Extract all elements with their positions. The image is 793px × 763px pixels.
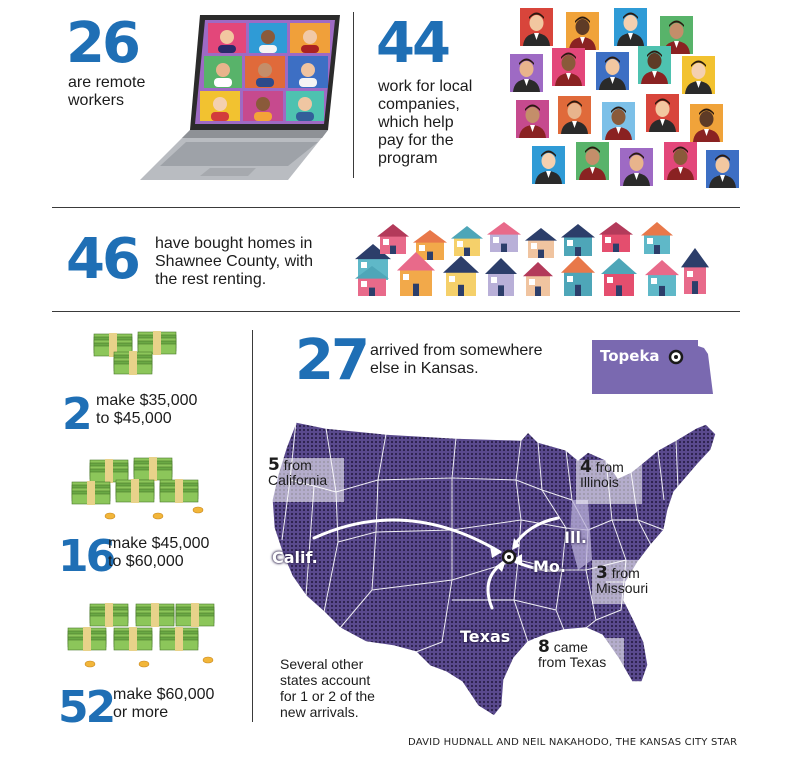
house-icon <box>599 222 633 252</box>
house-icon <box>485 258 517 296</box>
illinois-state <box>570 500 592 570</box>
portrait-tile <box>602 102 635 140</box>
person-icon <box>523 12 550 46</box>
local-companies-number: 44 <box>376 11 451 76</box>
mo-state-label: Mo. <box>533 557 566 576</box>
portrait-tile <box>576 142 609 180</box>
income-tier-2-number: 16 <box>58 531 116 582</box>
california-callout: 5 from California <box>268 455 328 488</box>
kansas-text: arrived from somewhere else in Kansas. <box>370 342 543 377</box>
person-icon <box>579 146 606 180</box>
illinois-callout: 4 from Illinois <box>580 457 624 490</box>
ill-state-label: Ill. <box>564 528 587 547</box>
calif-state-label: Calif. <box>272 548 318 567</box>
person-icon <box>569 16 596 50</box>
portrait-tile <box>664 142 697 180</box>
income-tier-3-text: make $60,000 or more <box>113 686 215 721</box>
income-tier-2-text: make $45,000 to $60,000 <box>108 535 210 570</box>
top-divider <box>353 12 354 178</box>
person-icon <box>605 106 632 140</box>
remote-workers-number: 26 <box>66 11 141 76</box>
person-icon <box>513 58 540 92</box>
house-icon <box>523 262 553 296</box>
topeka-label: Topeka <box>600 347 660 365</box>
income-tier-1-text: make $35,000 to $45,000 <box>96 392 198 427</box>
income-tier-3-number: 52 <box>58 682 116 733</box>
person-icon <box>649 98 676 132</box>
portrait-tile <box>558 96 591 134</box>
local-companies-text: work for local companies, which help pay… <box>378 78 473 167</box>
person-icon <box>599 56 626 90</box>
houses-illustration <box>355 222 709 296</box>
other-states-note: Several other states account for 1 or 2 … <box>280 656 375 720</box>
portrait-tile <box>614 8 647 46</box>
person-icon <box>617 12 644 46</box>
kansas-state-badge <box>592 340 713 394</box>
portrait-tile <box>706 150 739 188</box>
house-icon <box>451 226 483 256</box>
portrait-tile <box>646 94 679 132</box>
missouri-callout: 3 from Missouri <box>596 563 649 596</box>
person-icon <box>561 100 588 134</box>
person-icon <box>555 52 582 86</box>
house-icon <box>355 266 389 296</box>
horizontal-rule-2 <box>52 311 740 312</box>
money-stack-small <box>93 331 177 375</box>
homes-number: 46 <box>66 227 141 292</box>
portrait-tile <box>520 8 553 46</box>
portrait-tile <box>596 52 629 90</box>
portrait-tile <box>690 104 723 142</box>
homes-text: have bought homes in Shawnee County, wit… <box>155 235 314 288</box>
person-icon <box>667 146 694 180</box>
house-icon <box>561 256 595 296</box>
house-icon <box>525 228 557 258</box>
money-stack-medium <box>71 457 204 520</box>
portrait-tile <box>510 54 543 92</box>
portrait-tile <box>660 16 693 54</box>
house-icon <box>561 224 595 256</box>
house-icon <box>397 252 435 296</box>
horizontal-rule-1 <box>52 207 740 208</box>
house-icon <box>681 248 709 294</box>
person-icon <box>685 60 712 94</box>
person-icon <box>709 154 736 188</box>
portrait-tile <box>516 100 549 138</box>
portrait-tile <box>566 12 599 50</box>
video-tiles <box>200 23 330 121</box>
workers-portrait-collage <box>510 8 740 198</box>
laptop-video-call-illustration <box>140 15 340 180</box>
us-migration-map <box>266 421 717 717</box>
texas-state-label: Texas <box>460 627 511 646</box>
income-tier-1-number: 2 <box>62 389 93 440</box>
portrait-tile <box>620 148 653 186</box>
portrait-tile <box>532 146 565 184</box>
texas-callout: 8 came from Texas <box>538 637 607 670</box>
arrow-from-california <box>312 518 502 554</box>
remote-workers-text: are remote workers <box>68 74 146 109</box>
person-icon <box>623 152 650 186</box>
money-stack-large <box>67 603 215 668</box>
portrait-tile <box>682 56 715 94</box>
house-icon <box>443 256 479 296</box>
house-icon <box>377 224 409 254</box>
house-icon <box>487 222 521 252</box>
kansas-number: 27 <box>295 328 370 393</box>
house-icon <box>413 230 447 260</box>
person-icon <box>693 108 720 142</box>
house-icon <box>645 260 679 296</box>
person-icon <box>641 50 668 84</box>
left-column-divider <box>252 330 253 722</box>
portrait-tile <box>552 48 585 86</box>
person-icon <box>519 104 546 138</box>
person-icon <box>535 150 562 184</box>
house-icon <box>641 222 673 254</box>
credit-line: DAVID HUDNALL AND NEIL NAKAHODO, THE KAN… <box>408 737 738 748</box>
portrait-tile <box>638 46 671 84</box>
house-icon <box>601 258 637 296</box>
